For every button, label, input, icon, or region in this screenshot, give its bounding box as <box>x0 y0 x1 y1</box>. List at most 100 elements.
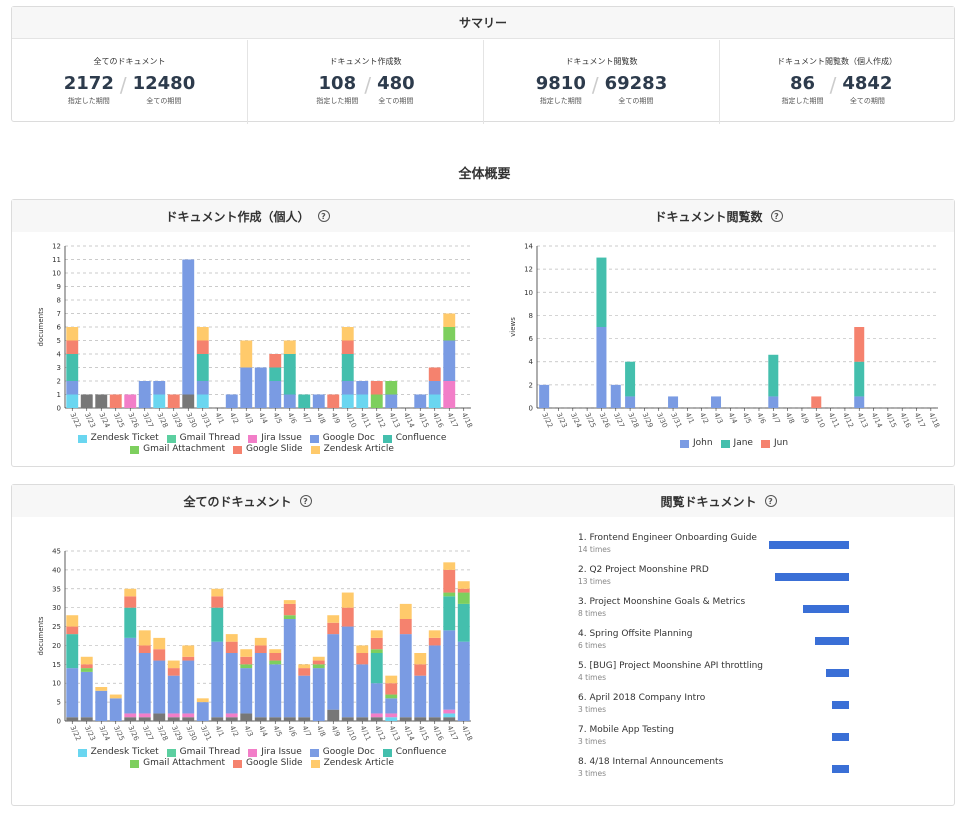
bar-segment-zendesk-article[interactable] <box>153 637 166 650</box>
ranking-item[interactable]: 6. April 2018 Company Intro 3 times <box>578 693 705 714</box>
bar-segment-other[interactable] <box>399 717 412 721</box>
bar-segment-gmail-attachment[interactable] <box>240 664 253 669</box>
bar-segment-jane[interactable] <box>596 257 607 327</box>
bar-segment-google-slide[interactable] <box>341 340 354 355</box>
bar-segment-jane[interactable] <box>768 354 779 397</box>
bar-segment-other[interactable] <box>66 717 79 721</box>
bar-segment-other[interactable] <box>182 394 195 409</box>
bar-segment-jira-issue[interactable] <box>138 713 151 718</box>
ranking-item[interactable]: 2. Q2 Project Moonshine PRD 13 times <box>578 565 709 586</box>
bar-segment-google-slide[interactable] <box>167 668 180 676</box>
bar-segment-other[interactable] <box>138 717 151 721</box>
bar-segment-google-doc[interactable] <box>385 394 398 409</box>
bar-segment-jun[interactable] <box>811 396 822 408</box>
bar-segment-confluence[interactable] <box>298 394 311 409</box>
bar-segment-google-slide[interactable] <box>283 603 296 616</box>
bar-segment-google-slide[interactable] <box>80 664 93 669</box>
bar-segment-john[interactable] <box>539 384 550 408</box>
bar-segment-zendesk-ticket[interactable] <box>196 394 209 409</box>
bar-segment-zendesk-article[interactable] <box>254 637 267 646</box>
bar-segment-gmail-attachment[interactable] <box>370 649 383 653</box>
bar-segment-google-slide[interactable] <box>428 367 441 382</box>
legend-item[interactable]: Jane <box>720 438 753 449</box>
legend-item[interactable]: Gmail Thread <box>166 747 240 758</box>
bar-segment-gmail-attachment[interactable] <box>80 668 93 672</box>
bar-segment-gmail-attachment[interactable] <box>385 694 398 699</box>
bar-segment-google-doc[interactable] <box>240 668 253 714</box>
bar-segment-google-slide[interactable] <box>211 596 224 608</box>
bar-segment-google-slide[interactable] <box>312 660 325 665</box>
bar-segment-jira-issue[interactable] <box>385 713 398 718</box>
bar-segment-google-doc[interactable] <box>167 675 180 714</box>
bar-segment-gmail-attachment[interactable] <box>283 615 296 619</box>
legend-item[interactable]: Gmail Attachment <box>130 444 225 455</box>
legend-item[interactable]: Zendesk Ticket <box>77 433 159 444</box>
bar-segment-john[interactable] <box>596 327 607 408</box>
legend-item[interactable]: Zendesk Article <box>310 758 394 769</box>
bar-segment-google-doc[interactable] <box>414 675 427 718</box>
ranking-item[interactable]: 7. Mobile App Testing 3 times <box>578 725 674 746</box>
ranking-item[interactable]: 4. Spring Offsite Planning 6 times <box>578 629 693 650</box>
bar-segment-confluence[interactable] <box>124 607 137 638</box>
bar-segment-gmail-attachment[interactable] <box>385 381 398 395</box>
bar-segment-google-doc[interactable] <box>182 259 195 395</box>
bar-segment-zendesk-article[interactable] <box>124 588 137 597</box>
bar-segment-zendesk-ticket[interactable] <box>66 394 79 409</box>
bar-segment-google-doc[interactable] <box>341 626 354 718</box>
bar-segment-google-doc[interactable] <box>312 394 325 409</box>
bar-segment-confluence[interactable] <box>66 634 79 669</box>
bar-segment-zendesk-ticket[interactable] <box>341 394 354 409</box>
bar-segment-zendesk-ticket[interactable] <box>153 394 166 409</box>
bar-segment-other[interactable] <box>414 717 427 721</box>
legend-item[interactable]: Google Slide <box>233 444 303 455</box>
ranking-doc-title[interactable]: 2. Q2 Project Moonshine PRD <box>578 565 709 575</box>
legend-item[interactable]: Zendesk Ticket <box>77 747 159 758</box>
bar-segment-google-doc[interactable] <box>283 619 296 718</box>
bar-segment-google-doc[interactable] <box>196 702 209 721</box>
bar-segment-zendesk-article[interactable] <box>385 675 398 684</box>
bar-segment-gmail-attachment[interactable] <box>312 664 325 669</box>
bar-segment-google-slide[interactable] <box>370 381 383 395</box>
bar-segment-google-slide[interactable] <box>182 656 195 661</box>
bar-segment-zendesk-article[interactable] <box>66 615 79 627</box>
bar-segment-google-doc[interactable] <box>109 698 122 721</box>
bar-segment-other[interactable] <box>211 717 224 721</box>
bar-segment-google-doc[interactable] <box>428 381 441 395</box>
bar-segment-other[interactable] <box>298 717 311 721</box>
bar-segment-confluence[interactable] <box>211 607 224 642</box>
bar-segment-zendesk-ticket[interactable] <box>356 394 369 409</box>
bar-segment-zendesk-article[interactable] <box>240 649 253 657</box>
bar-segment-google-doc[interactable] <box>443 630 456 710</box>
bar-segment-zendesk-article[interactable] <box>457 581 470 589</box>
bar-segment-john[interactable] <box>668 396 679 408</box>
bar-segment-google-doc[interactable] <box>95 690 108 721</box>
bar-segment-jira-issue[interactable] <box>443 709 456 714</box>
bar-segment-jun[interactable] <box>854 327 865 362</box>
bar-segment-google-doc[interactable] <box>385 698 398 714</box>
bar-segment-gmail-attachment[interactable] <box>269 660 282 665</box>
bar-segment-google-slide[interactable] <box>138 645 151 653</box>
bar-segment-zendesk-article[interactable] <box>443 562 456 570</box>
bar-segment-google-slide[interactable] <box>196 340 209 355</box>
ranking-item[interactable]: 8. 4/18 Internal Announcements 3 times <box>578 757 723 778</box>
bar-segment-zendesk-article[interactable] <box>196 327 209 341</box>
bar-segment-google-slide[interactable] <box>298 668 311 676</box>
bar-segment-zendesk-article[interactable] <box>211 588 224 597</box>
bar-segment-other[interactable] <box>356 717 369 721</box>
bar-segment-google-doc[interactable] <box>269 381 282 408</box>
legend-item[interactable]: Zendesk Article <box>310 444 394 455</box>
bar-segment-zendesk-article[interactable] <box>66 327 79 341</box>
bar-segment-zendesk-article[interactable] <box>428 630 441 638</box>
bar-segment-confluence[interactable] <box>66 354 79 381</box>
bar-segment-jira-issue[interactable] <box>167 713 180 718</box>
ranking-item[interactable]: 5. [BUG] Project Moonshine API throttlin… <box>578 661 763 682</box>
legend-item[interactable]: Jira Issue <box>248 747 302 758</box>
bar-segment-john[interactable] <box>625 396 636 408</box>
ranking-doc-title[interactable]: 6. April 2018 Company Intro <box>578 693 706 703</box>
bar-segment-zendesk-article[interactable] <box>283 340 296 355</box>
bar-segment-gmail-attachment[interactable] <box>457 592 470 604</box>
bar-segment-jira-issue[interactable] <box>124 394 137 409</box>
bar-segment-confluence[interactable] <box>341 354 354 381</box>
bar-segment-zendesk-ticket[interactable] <box>385 717 398 721</box>
bar-segment-zendesk-article[interactable] <box>399 603 412 619</box>
